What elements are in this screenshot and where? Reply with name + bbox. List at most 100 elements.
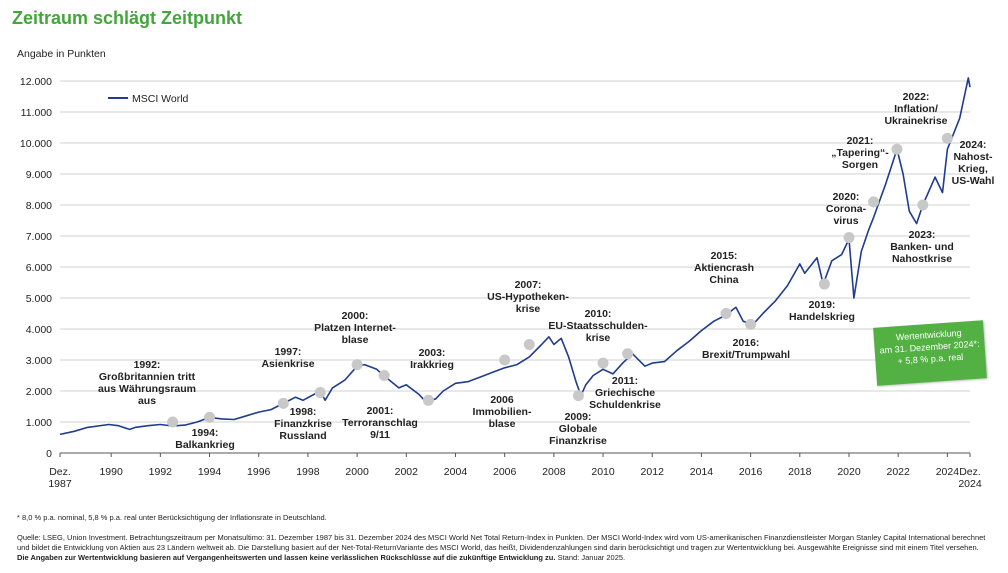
annotation-2022: Inflation/	[894, 103, 938, 115]
performance-box: Wertentwicklung am 31. Dezember 2024*: +…	[873, 320, 987, 386]
annotation-2000: blase	[342, 334, 369, 346]
annotation-1997: Asienkrise	[261, 358, 314, 370]
annotation-2024: Krieg,	[958, 163, 988, 175]
annotation-1994: Balkankrieg	[175, 439, 235, 451]
x-tick-label: 2014	[690, 466, 714, 478]
y-tick-label: 5.000	[26, 293, 52, 305]
y-axis-ticks: 0 1.000 2.000 3.000 4.000 5.000 6.000 7.000 8.00…	[20, 76, 52, 460]
annotation-2021: 2021:	[847, 135, 874, 147]
event-marker	[597, 357, 609, 369]
annotation-2003: Irakkrieg	[410, 359, 454, 371]
annotation-2023: 2023:	[909, 229, 936, 241]
annotation-2000: Platzen Internet-	[314, 322, 396, 334]
x-tick-label: 2006	[493, 466, 517, 478]
annotation-2021: „Tapering“-	[831, 147, 889, 159]
source-date: Stand: Januar 2025.	[557, 553, 626, 562]
annotation-2023: Nahostkrise	[892, 253, 952, 265]
y-tick-label: 8.000	[26, 200, 52, 212]
grid-lines	[60, 80, 970, 454]
y-tick-label: 1.000	[26, 417, 52, 429]
event-marker	[917, 199, 929, 211]
event-marker	[499, 354, 511, 366]
event-marker	[868, 196, 880, 208]
annotation-1998: Russland	[279, 430, 326, 442]
x-tick-label: 2010	[591, 466, 615, 478]
x-tick-label: 2000	[345, 466, 369, 478]
y-tick-label: 3.000	[26, 355, 52, 367]
x-tick-label: 2020	[837, 466, 861, 478]
event-marker	[167, 416, 179, 428]
event-marker	[277, 397, 289, 409]
annotation-1994: 1994:	[192, 427, 219, 439]
x-tick-label: 2022	[887, 466, 911, 478]
annotation-2009: Finanzkrise	[549, 435, 607, 447]
annotation-1998: Finanzkrise	[274, 418, 332, 430]
annotation-2010: krise	[586, 332, 611, 344]
annotation-2003: 2003:	[419, 347, 446, 359]
event-marker	[843, 232, 855, 244]
x-tick-label: Dez.	[959, 466, 981, 478]
event-marker	[720, 308, 732, 319]
annotation-2010: 2010:	[585, 308, 612, 320]
annotation-2020: 2020:	[833, 191, 860, 203]
series-line-msci-world	[59, 77, 971, 436]
annotation-2009: 2009:	[565, 411, 592, 423]
source-text: Quelle: LSEG, Union Investment. Betracht…	[17, 533, 986, 552]
event-marker	[378, 370, 390, 381]
y-tick-label: 4.000	[26, 324, 52, 336]
x-tick-label: 1992	[149, 466, 173, 478]
annotation-2015: China	[709, 274, 738, 286]
x-tick-label: Dez.	[49, 466, 71, 478]
source-disclaimer: Die Angaben zur Wertentwicklung basieren…	[17, 553, 556, 562]
x-tick-label: 2004	[444, 466, 468, 478]
footnote: * 8,0 % p.a. nominal, 5,8 % p.a. real un…	[17, 513, 327, 522]
annotation-2015: 2015:	[711, 250, 738, 262]
event-marker	[523, 339, 535, 350]
annotation-2019: 2019:	[809, 299, 836, 311]
line-chart: 0 1.000 2.000 3.000 4.000 5.000 6.000 7.000 8.00…	[20, 76, 995, 490]
y-tick-label: 11.000	[21, 107, 52, 119]
annotation-2001: 9/11	[370, 429, 390, 441]
y-tick-label: 12.000	[20, 76, 52, 88]
annotation-2019: Handelskrieg	[789, 311, 855, 323]
annotation-2001: Terroranschlag	[342, 417, 418, 429]
y-tick-label: 0	[46, 448, 52, 460]
x-tick-label: 2024	[936, 466, 960, 478]
annotation-2010: EU-Staatsschulden-	[548, 320, 648, 332]
y-tick-label: 2.000	[26, 386, 52, 398]
annotation-2000: 2000:	[342, 310, 369, 322]
x-tick-label: 1994	[198, 466, 222, 478]
x-tick-label: 1990	[99, 466, 123, 478]
chart-title: Zeitraum schlägt Zeitpunkt	[12, 8, 243, 28]
event-marker	[572, 390, 584, 402]
annotation-1992: Großbritannien tritt	[99, 371, 196, 383]
annotation-2023: Banken- und	[890, 241, 954, 253]
x-tick-label: 2016	[739, 466, 763, 478]
x-tick-label: 2018	[788, 466, 812, 478]
x-tick-label: 1996	[247, 466, 271, 478]
annotation-2011: 2011:	[612, 375, 638, 387]
event-marker	[818, 278, 830, 290]
source-note: Quelle: LSEG, Union Investment. Betracht…	[17, 533, 992, 563]
x-tick-label: 1987	[48, 478, 72, 490]
annotation-1992: aus Währungsraum	[98, 383, 196, 395]
event-marker	[622, 348, 634, 360]
annotation-2016: Brexit/Trumpwahl	[702, 349, 790, 361]
annotation-1998: 1998:	[290, 406, 317, 418]
y-tick-label: 7.000	[26, 231, 52, 243]
event-markers	[167, 132, 953, 428]
annotation-2016: 2016:	[733, 337, 760, 349]
annotation-1992: aus	[138, 395, 156, 407]
event-marker	[745, 318, 757, 330]
event-marker	[314, 387, 326, 399]
annotation-1997: 1997:	[275, 346, 302, 358]
x-tick-label: 1998	[296, 466, 320, 478]
annotation-2007: krise	[516, 303, 541, 315]
annotation-2006: Immobilien-	[473, 406, 532, 418]
annotation-2022: Ukrainekrise	[884, 115, 947, 127]
annotation-2007: US-Hypotheken-	[487, 291, 569, 303]
event-marker	[351, 359, 363, 371]
event-marker	[941, 132, 953, 144]
